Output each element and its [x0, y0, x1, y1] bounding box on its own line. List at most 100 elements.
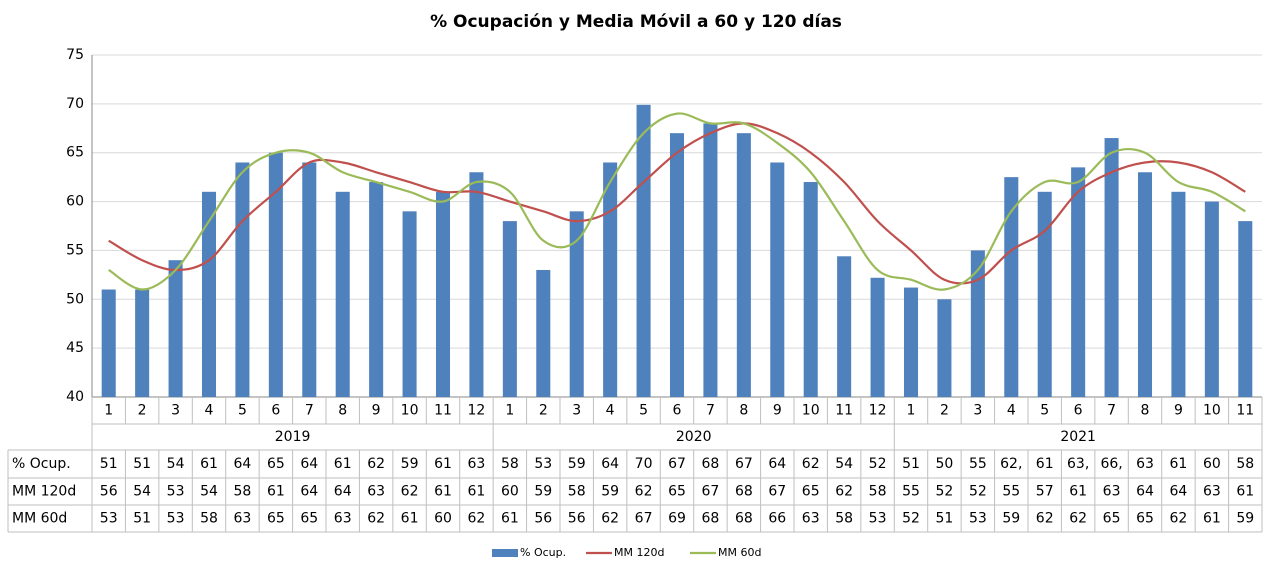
bar	[736, 133, 751, 397]
bar	[1037, 191, 1052, 397]
x-tick-label: 12	[869, 403, 887, 419]
table-cell: 61	[501, 511, 519, 527]
table-cell: 51	[133, 511, 151, 527]
table-cell: 62	[1069, 511, 1087, 527]
bar	[268, 152, 283, 397]
row-header: MM 60d	[12, 511, 67, 527]
x-tick-label: 4	[205, 403, 214, 419]
y-tick-label: 65	[66, 145, 84, 161]
legend-swatch	[492, 549, 518, 557]
table-cell: 68	[735, 484, 753, 500]
table-cell: 64	[601, 456, 619, 472]
x-tick-label: 11	[1236, 403, 1254, 419]
table-cell: 63	[234, 511, 252, 527]
x-tick-label: 3	[572, 403, 581, 419]
table-cell: 65	[1136, 511, 1154, 527]
y-tick-label: 45	[66, 340, 84, 356]
table-cell: 65	[300, 511, 318, 527]
table-cell: 63	[334, 511, 352, 527]
table-cell: 58	[1236, 456, 1254, 472]
table-cell: 53	[167, 484, 185, 500]
table-cell: 60	[501, 484, 519, 500]
table-cell: 61	[468, 484, 486, 500]
x-tick-label: 1	[104, 403, 113, 419]
bar	[1204, 201, 1219, 397]
table-cell: 65	[1103, 511, 1121, 527]
x-tick-label: 5	[1040, 403, 1049, 419]
x-tick-label: 8	[739, 403, 748, 419]
table-cell: 63	[802, 511, 820, 527]
bar	[1171, 191, 1186, 397]
bar	[703, 123, 718, 398]
table-cell: 53	[167, 511, 185, 527]
x-tick-label: 12	[468, 403, 486, 419]
bar	[168, 260, 183, 397]
table-cell: 51	[936, 511, 954, 527]
bar	[335, 191, 350, 397]
x-tick-label: 10	[401, 403, 419, 419]
table-cell: 63	[1203, 484, 1221, 500]
table-cell: 59	[1236, 511, 1254, 527]
table-cell: 63	[367, 484, 385, 500]
table-cell: 64	[334, 484, 352, 500]
table-cell: 62	[468, 511, 486, 527]
bar	[235, 162, 250, 397]
table-cell: 58	[200, 511, 218, 527]
x-tick-label: 5	[639, 403, 648, 419]
table-cell: 67	[702, 484, 720, 500]
x-tick-label: 7	[1107, 403, 1116, 419]
bar	[201, 191, 217, 397]
table-cell: 69	[668, 511, 686, 527]
x-tick-label: 8	[1141, 403, 1150, 419]
table-cell: 67	[635, 511, 653, 527]
legend-label: % Ocup.	[520, 546, 566, 559]
table-cell: 66	[768, 511, 786, 527]
x-tick-label: 2	[138, 403, 147, 419]
bar	[502, 221, 517, 397]
table-cell: 53	[100, 511, 118, 527]
x-tick-label: 4	[1007, 403, 1016, 419]
table-cell: 68	[702, 511, 720, 527]
table-cell: 51	[133, 456, 151, 472]
table-cell: 63,	[1067, 456, 1089, 472]
bar	[1238, 221, 1253, 397]
y-tick-label: 70	[66, 96, 84, 112]
bar	[837, 256, 852, 397]
table-cell: 65	[267, 456, 285, 472]
table-cell: 68	[735, 511, 753, 527]
table-cell: 62	[401, 484, 419, 500]
table-cell: 55	[969, 456, 987, 472]
table-cell: 59	[534, 484, 552, 500]
table-cell: 62,	[1000, 456, 1022, 472]
table-cell: 63	[468, 456, 486, 472]
table-cell: 62	[367, 456, 385, 472]
bar	[770, 162, 785, 397]
table-cell: 51	[902, 456, 920, 472]
table-cell: 67	[735, 456, 753, 472]
table-cell: 62	[1036, 511, 1054, 527]
chart-title: % Ocupación y Media Móvil a 60 y 120 día…	[430, 12, 842, 32]
legend-label: MM 120d	[614, 546, 664, 559]
table-cell: 67	[668, 456, 686, 472]
bar	[1137, 172, 1153, 397]
table-cell: 55	[1002, 484, 1020, 500]
table-cell: 61	[1203, 511, 1221, 527]
table-cell: 63	[1103, 484, 1121, 500]
x-tick-label: 2	[940, 403, 949, 419]
bar	[870, 277, 885, 397]
line	[108, 122, 1246, 285]
row-header: % Ocup.	[12, 456, 71, 472]
table-cell: 52	[902, 511, 920, 527]
table-cell: 61	[267, 484, 285, 500]
x-tick-label: 7	[706, 403, 715, 419]
bar	[636, 104, 651, 397]
table-cell: 61	[1236, 484, 1254, 500]
group-label: 2021	[1060, 429, 1096, 445]
table-cell: 62	[367, 511, 385, 527]
x-tick-label: 4	[606, 403, 615, 419]
bar	[469, 172, 484, 397]
table-cell: 52	[936, 484, 954, 500]
group-label: 2020	[676, 429, 712, 445]
x-tick-label: 7	[305, 403, 314, 419]
